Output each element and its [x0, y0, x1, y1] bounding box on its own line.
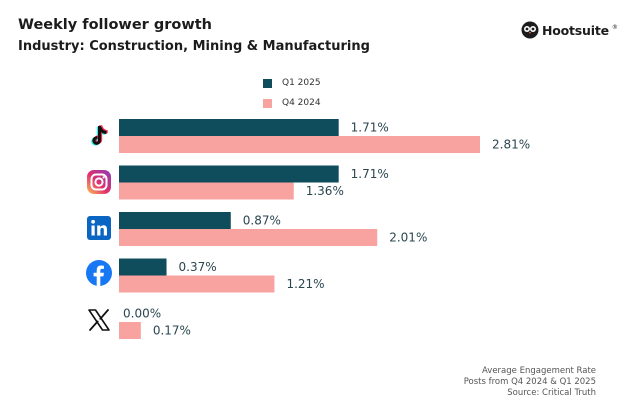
footnote: Average Engagement Rate Posts from Q4 20…: [464, 366, 596, 399]
instagram-icon: [87, 170, 111, 194]
data-label-instagram-q1-2025: 1.71%: [351, 167, 389, 181]
bar-linkedin-q4-2024: [119, 229, 378, 246]
data-label-x-q4-2024: 0.17%: [153, 324, 191, 338]
data-label-facebook-q4-2024: 1.21%: [286, 277, 324, 291]
footnote-source: Source: Critical Truth: [507, 388, 596, 398]
data-label-tiktok-q4-2024: 2.81%: [492, 138, 530, 152]
legend-label-q1-2025: Q1 2025: [282, 78, 321, 88]
chart-subtitle: Industry: Construction, Mining & Manufac…: [18, 39, 370, 54]
x-icon: [88, 309, 110, 331]
data-label-linkedin-q4-2024: 2.01%: [389, 231, 427, 245]
tiktok-icon: [91, 125, 108, 146]
data-label-tiktok-q1-2025: 1.71%: [351, 121, 389, 135]
data-label-linkedin-q1-2025: 0.87%: [243, 214, 281, 228]
bar-tiktok-q4-2024: [119, 136, 480, 153]
bar-facebook-q4-2024: [119, 275, 275, 293]
footnote-metric: Average Engagement Rate: [481, 366, 596, 376]
brand-registered-mark: ®: [611, 24, 618, 31]
data-label-instagram-q4-2024: 1.36%: [306, 184, 344, 198]
legend-item-q1-2025: Q1 2025: [263, 73, 321, 93]
bar-instagram-q1-2025: [119, 165, 339, 183]
bar-facebook-q1-2025: [119, 258, 167, 276]
bar-linkedin-q1-2025: [119, 212, 231, 229]
bar-instagram-q4-2024: [119, 182, 294, 200]
chart-title: Weekly follower growth: [18, 17, 213, 33]
bar-tiktok-q1-2025: [119, 119, 339, 136]
data-label-x-q1-2025: 0.00%: [123, 307, 161, 321]
legend-swatch-q4-2024: [263, 98, 272, 108]
linkedin-icon: [87, 216, 111, 240]
bar-x-q4-2024: [119, 322, 141, 339]
hootsuite-logo: Hootsuite ®: [521, 21, 618, 39]
legend-label-q4-2024: Q4 2024: [282, 98, 321, 108]
legend-swatch-q1-2025: [263, 78, 272, 88]
legend-item-q4-2024: Q4 2024: [263, 93, 321, 113]
legend: Q1 2025 Q4 2024: [263, 73, 321, 113]
brand-name: Hootsuite: [542, 22, 609, 38]
footnote-period: Posts from Q4 2024 & Q1 2025: [463, 377, 596, 387]
owl-icon: [521, 21, 539, 39]
data-label-facebook-q1-2025: 0.37%: [179, 260, 217, 274]
facebook-icon: [86, 260, 112, 286]
